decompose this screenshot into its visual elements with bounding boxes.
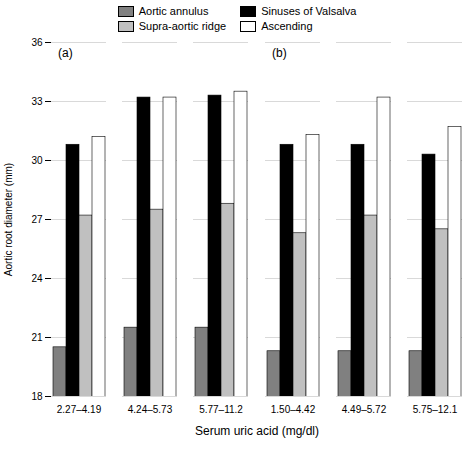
html-text:Ascending: Ascending xyxy=(261,20,313,32)
svg-text:4.49–5.72: 4.49–5.72 xyxy=(342,404,387,415)
svg-text:4.24–5.73: 4.24–5.73 xyxy=(128,404,173,415)
svg-text:27: 27 xyxy=(31,214,43,225)
svg-text:33: 33 xyxy=(31,96,43,107)
svg-text:30: 30 xyxy=(31,155,43,166)
html-text:(b): (b) xyxy=(272,46,287,60)
html-text:Aortic annulus: Aortic annulus xyxy=(138,5,209,17)
svg-text:24: 24 xyxy=(31,273,43,284)
svg-text:2.27–4.19: 2.27–4.19 xyxy=(57,404,102,415)
svg-text:Aortic root diameter (mm): Aortic root diameter (mm) xyxy=(3,163,14,276)
svg-text:36: 36 xyxy=(31,37,43,48)
html-text:Supra-aortic ridge: Supra-aortic ridge xyxy=(138,20,227,32)
html-text:(a): (a) xyxy=(58,46,73,60)
svg-text:18: 18 xyxy=(31,391,43,402)
html-text:Sinuses of Valsalva: Sinuses of Valsalva xyxy=(261,5,357,17)
svg-text:5.77–11.2: 5.77–11.2 xyxy=(199,404,243,415)
html-text:Serum uric acid (mg/dl): Serum uric acid (mg/dl) xyxy=(195,424,319,438)
svg-text:5.75–12.1: 5.75–12.1 xyxy=(413,404,458,415)
svg-text:1.50–4.42: 1.50–4.42 xyxy=(271,404,316,415)
svg-text:21: 21 xyxy=(31,332,43,343)
